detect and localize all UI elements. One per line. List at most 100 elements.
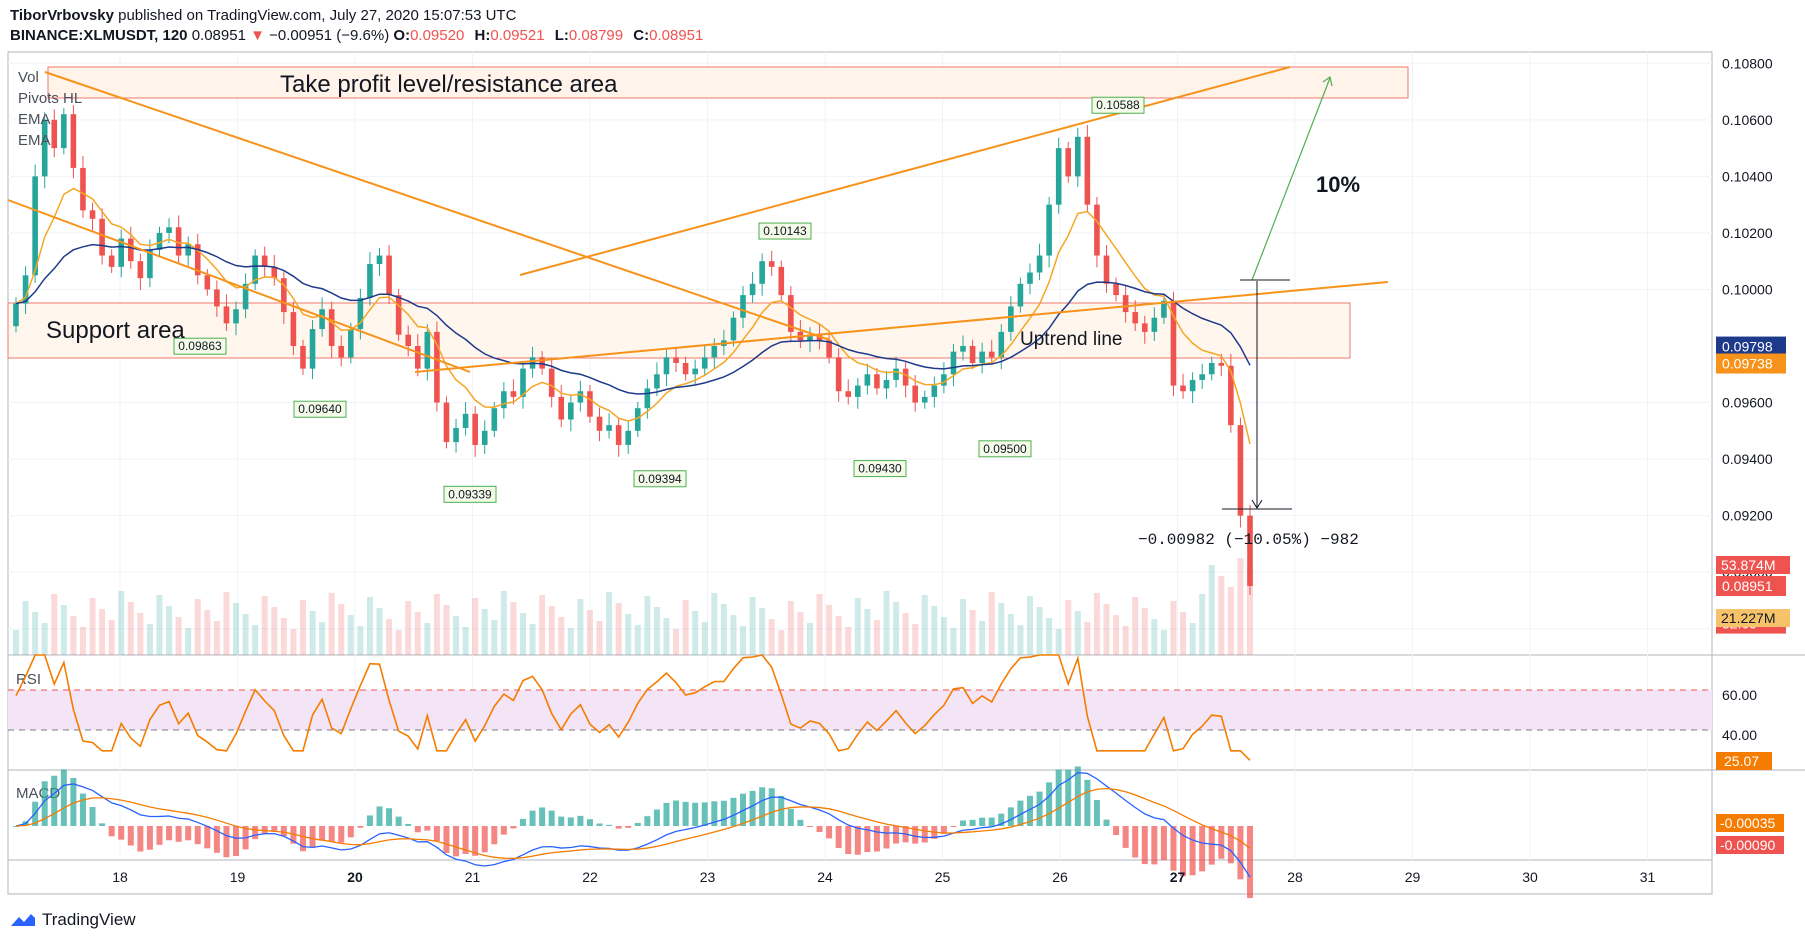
macd-histogram-bar bbox=[1007, 807, 1014, 826]
volume-bar bbox=[979, 621, 986, 655]
macd-histogram-bar bbox=[548, 810, 555, 826]
macd-histogram-bar bbox=[1065, 769, 1072, 826]
candle-body bbox=[357, 297, 364, 330]
legend-ema-2[interactable]: EMA bbox=[18, 132, 51, 149]
price-tick-5: 0.09600 bbox=[1722, 395, 1773, 411]
footer-brand[interactable]: TradingView bbox=[42, 910, 136, 929]
pivot-label-4: 0.09339 bbox=[448, 487, 492, 501]
volume-bar bbox=[1084, 622, 1091, 655]
publish-line: TiborVrbovsky published on TradingView.c… bbox=[10, 6, 709, 26]
candle-body bbox=[941, 374, 947, 386]
candle-body bbox=[271, 266, 278, 279]
volume-bar bbox=[510, 602, 517, 655]
volume-bar bbox=[1007, 614, 1014, 655]
macd-histogram-bar bbox=[472, 826, 479, 856]
volume-bar bbox=[194, 599, 201, 655]
macd-histogram-bar bbox=[1218, 826, 1225, 859]
macd-histogram-bar bbox=[940, 826, 947, 834]
candle-body bbox=[854, 385, 861, 397]
candle-body bbox=[969, 346, 976, 363]
volume-bar bbox=[252, 625, 259, 655]
macd-histogram-bar bbox=[424, 826, 431, 831]
candle-body bbox=[634, 408, 641, 431]
macd-histogram-bar bbox=[309, 826, 316, 848]
candle-body bbox=[826, 340, 832, 358]
trend-lines bbox=[7, 66, 1389, 510]
volume-bar bbox=[309, 611, 316, 655]
volume-bar bbox=[424, 623, 431, 655]
candle-body bbox=[491, 408, 498, 431]
macd-histogram-bar bbox=[1017, 800, 1024, 826]
pivot-box bbox=[1091, 96, 1145, 114]
volume-bar bbox=[1227, 587, 1234, 655]
volume-bar bbox=[79, 627, 86, 655]
macd-histogram-bar bbox=[586, 819, 593, 826]
target-arrow-line bbox=[1251, 77, 1331, 281]
volume-bar bbox=[366, 597, 373, 655]
volume-bar bbox=[1218, 576, 1225, 655]
macd-histogram-bar bbox=[510, 826, 517, 829]
time-tick-23: 23 bbox=[700, 869, 716, 885]
legend-ema-1[interactable]: EMA bbox=[18, 111, 51, 128]
price-tag-box bbox=[1716, 576, 1786, 597]
macd-histogram-bar bbox=[462, 826, 469, 854]
candle-body bbox=[615, 425, 622, 445]
ema-fast-line bbox=[15, 187, 1251, 445]
volume-bar bbox=[108, 620, 115, 655]
candle-body bbox=[300, 346, 306, 369]
volume-bar bbox=[32, 612, 39, 655]
candle-body bbox=[740, 295, 746, 318]
rsi-band bbox=[8, 690, 1712, 730]
time-tick-30: 30 bbox=[1522, 869, 1538, 885]
volume-bar bbox=[1141, 608, 1148, 655]
volume-bar bbox=[299, 600, 306, 655]
candle-body bbox=[166, 227, 172, 233]
macd-histogram-bar bbox=[519, 818, 526, 826]
candle-body bbox=[348, 329, 354, 358]
candle-body bbox=[960, 346, 966, 352]
macd-histogram-bar bbox=[481, 826, 488, 853]
volume-bar bbox=[70, 616, 77, 655]
descending-trendline-lower bbox=[7, 199, 471, 373]
volume-bar bbox=[414, 612, 421, 655]
macd-histogram-bar bbox=[1036, 791, 1043, 826]
candle-body bbox=[606, 425, 612, 431]
volume-bar bbox=[22, 601, 29, 655]
indicator-legend: Vol Pivots HL EMA EMA RSI MACD bbox=[16, 69, 82, 802]
legend-rsi[interactable]: RSI bbox=[16, 671, 41, 688]
measure-arrowhead-icon bbox=[1251, 499, 1263, 509]
candle-body bbox=[204, 275, 211, 290]
time-axis-ticks: 18 19 20 21 22 23 24 25 26 27 28 29 30 31 bbox=[112, 869, 1655, 885]
volume-bar bbox=[615, 603, 622, 655]
volume-bar bbox=[969, 610, 976, 655]
candle-body bbox=[539, 357, 545, 369]
volume-bar bbox=[13, 630, 19, 655]
candle-body bbox=[223, 306, 230, 324]
legend-pivots[interactable]: Pivots HL bbox=[18, 90, 82, 107]
macd-histogram-bar bbox=[558, 816, 565, 826]
price-tag-0: 0.09798 bbox=[1722, 339, 1773, 355]
volume-bar bbox=[778, 630, 785, 655]
legend-vol[interactable]: Vol bbox=[18, 69, 39, 86]
candle-body bbox=[1017, 283, 1024, 307]
volume-bar bbox=[950, 628, 957, 655]
author-name[interactable]: TiborVrbovsky bbox=[10, 7, 114, 24]
macd-value: -0.00090 bbox=[1720, 837, 1775, 853]
volume-bar bbox=[271, 607, 278, 655]
volume-bar bbox=[730, 615, 737, 655]
symbol-name[interactable]: BINANCE:XLMUSDT, 120 bbox=[10, 27, 188, 44]
volume-bar bbox=[921, 595, 928, 655]
candle-body bbox=[367, 264, 373, 298]
macd-histogram-bar bbox=[701, 802, 708, 826]
price-tick-4: 0.10000 bbox=[1722, 281, 1773, 297]
macd-histogram-bar bbox=[634, 822, 641, 826]
macd-histogram-bar bbox=[1227, 826, 1234, 864]
candle-body bbox=[874, 374, 880, 389]
macd-histogram-bar bbox=[89, 807, 96, 826]
volume-bars bbox=[13, 558, 1253, 655]
macd-histogram-bar bbox=[577, 815, 584, 826]
macd-histogram-bar bbox=[223, 826, 230, 858]
price-tag-box bbox=[1716, 336, 1786, 357]
volume-bar bbox=[634, 625, 641, 655]
